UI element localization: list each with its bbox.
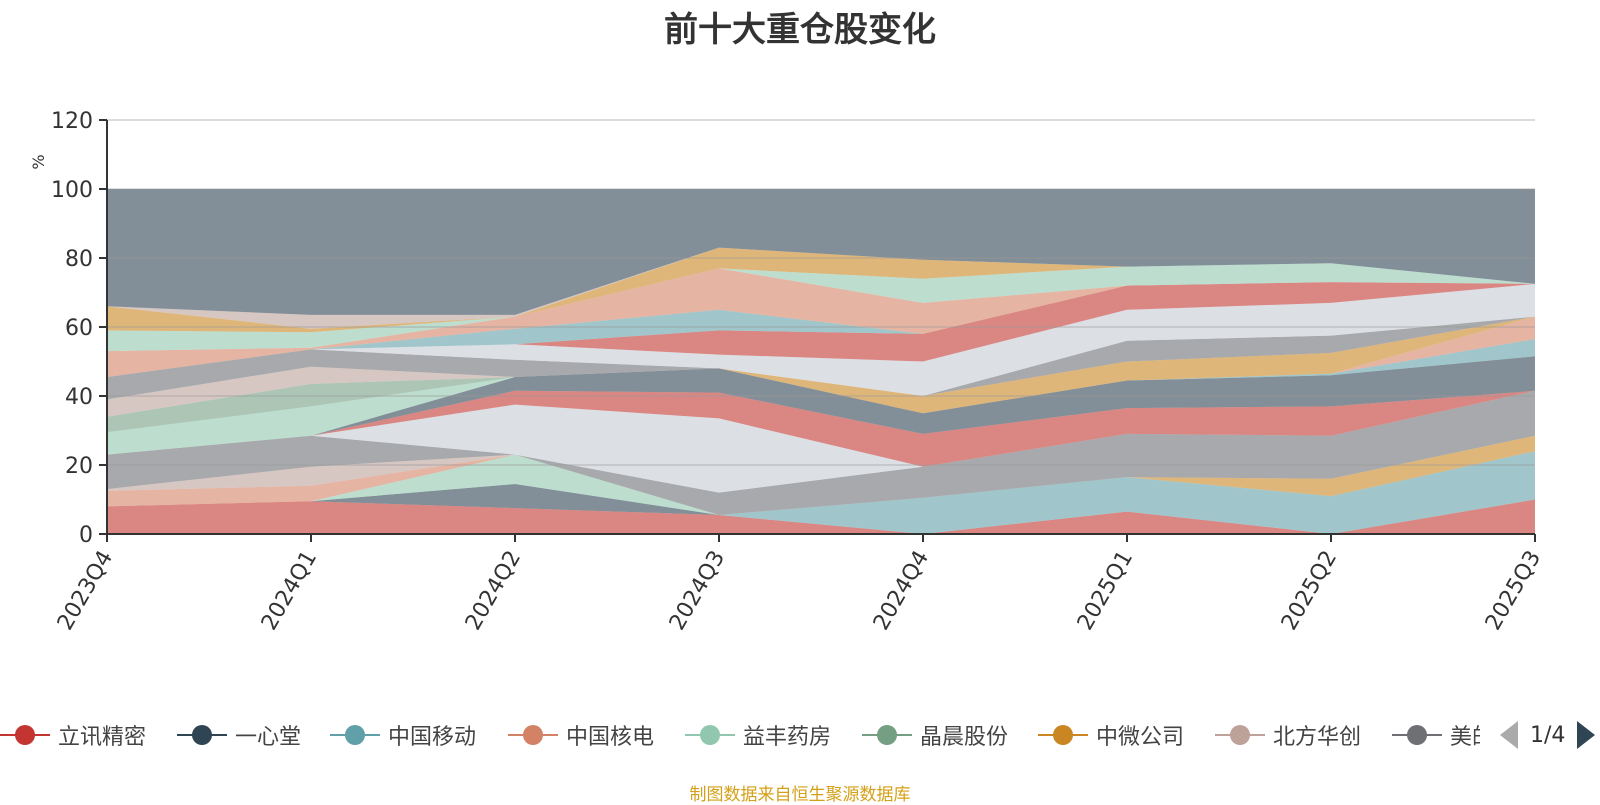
legend-item[interactable]: 晶晨股份: [862, 718, 1008, 752]
x-tick-label: 2024Q1: [257, 547, 322, 635]
area-bands: [107, 189, 1535, 534]
y-tick-label: 120: [51, 109, 93, 134]
area-band-18: [107, 283, 1535, 396]
legend-item[interactable]: 一心堂: [177, 718, 301, 752]
legend-item[interactable]: 立讯精密: [0, 718, 146, 752]
area-band-19: [107, 282, 1535, 377]
area-band-25: [107, 189, 1535, 315]
legend-item[interactable]: 中国核电: [508, 718, 654, 752]
area-band-3: [107, 435, 1535, 515]
legend-label: 一心堂: [235, 725, 302, 750]
legend-label: 立讯精密: [58, 725, 147, 750]
y-tick-label: 0: [79, 523, 93, 548]
legend-label: 北方华创: [1273, 725, 1362, 750]
grid-lines: [107, 119, 1535, 466]
area-band-21: [107, 268, 1535, 377]
x-tick-label: 2025Q1: [1073, 547, 1138, 635]
legend-next-icon[interactable]: [1577, 721, 1596, 749]
area-band-22: [107, 263, 1535, 352]
legend-item[interactable]: 益丰药房: [685, 718, 831, 752]
y-tick-label: 60: [65, 316, 93, 341]
area-band-1: [107, 451, 1535, 534]
area-band-10: [107, 356, 1535, 455]
legend-marker-icon: [0, 723, 50, 747]
area-band-15: [107, 316, 1535, 417]
legend-label: 益丰药房: [743, 725, 832, 750]
legend-marker-icon: [1392, 723, 1442, 747]
y-tick-label: 80: [65, 247, 93, 272]
area-band-7: [107, 390, 1535, 515]
area-band-13: [107, 316, 1535, 455]
area-band-0: [107, 499, 1535, 534]
legend: 立讯精密 一心堂 中国移动 中国核电 益丰药房 晶晨股份 中微公司 北方华创 美的集团: [0, 718, 1600, 752]
legend-marker-icon: [1215, 723, 1265, 747]
legend-item[interactable]: 北方华创: [1215, 718, 1361, 752]
legend-pager: 1/4: [1500, 718, 1596, 752]
legend-marker-icon: [1038, 723, 1088, 747]
x-tick-label: 2024Q4: [869, 547, 934, 635]
legend-marker-icon: [330, 723, 380, 747]
legend-page-indicator: 1/4: [1530, 722, 1566, 748]
area-band-20: [107, 282, 1535, 377]
legend-prev-icon[interactable]: [1500, 721, 1518, 749]
x-tick-label: 2024Q3: [665, 547, 730, 635]
legend-item[interactable]: 中国移动: [330, 718, 476, 752]
x-tick-label: 2025Q3: [1481, 547, 1546, 635]
legend-marker-icon: [862, 723, 912, 747]
legend-label: 美的集团: [1450, 725, 1480, 750]
y-tick-label: 40: [65, 385, 93, 410]
y-tick-label: 20: [65, 454, 93, 479]
area-band-23: [107, 247, 1535, 333]
area-band-5: [107, 435, 1535, 515]
legend-marker-icon: [685, 723, 735, 747]
legend-label: 晶晨股份: [920, 725, 1009, 750]
area-band-9: [107, 390, 1535, 467]
y-axis-unit: %: [29, 154, 48, 169]
source-note: 制图数据来自恒生聚源数据库: [689, 785, 911, 805]
legend-marker-icon: [508, 723, 558, 747]
area-band-24: [107, 247, 1535, 329]
x-tick-label: 2024Q2: [461, 547, 526, 635]
chart-title: 前十大重仓股变化: [664, 10, 936, 50]
x-tick-label: 2025Q2: [1277, 547, 1342, 635]
legend-item[interactable]: 中微公司: [1038, 718, 1184, 752]
area-band-17: [107, 316, 1535, 400]
legend-label: 中国移动: [388, 725, 477, 750]
legend-label: 中国核电: [566, 725, 655, 750]
area-band-8: [107, 390, 1535, 493]
x-tick-label: 2023Q4: [53, 547, 118, 635]
legend-marker-icon: [177, 723, 227, 747]
legend-label: 中微公司: [1096, 725, 1185, 750]
y-tick-label: 100: [51, 178, 93, 203]
legend-items: 立讯精密 一心堂 中国移动 中国核电 益丰药房 晶晨股份 中微公司 北方华创 美的集团: [0, 718, 1480, 752]
legend-item[interactable]: 美的集团: [1392, 718, 1480, 752]
